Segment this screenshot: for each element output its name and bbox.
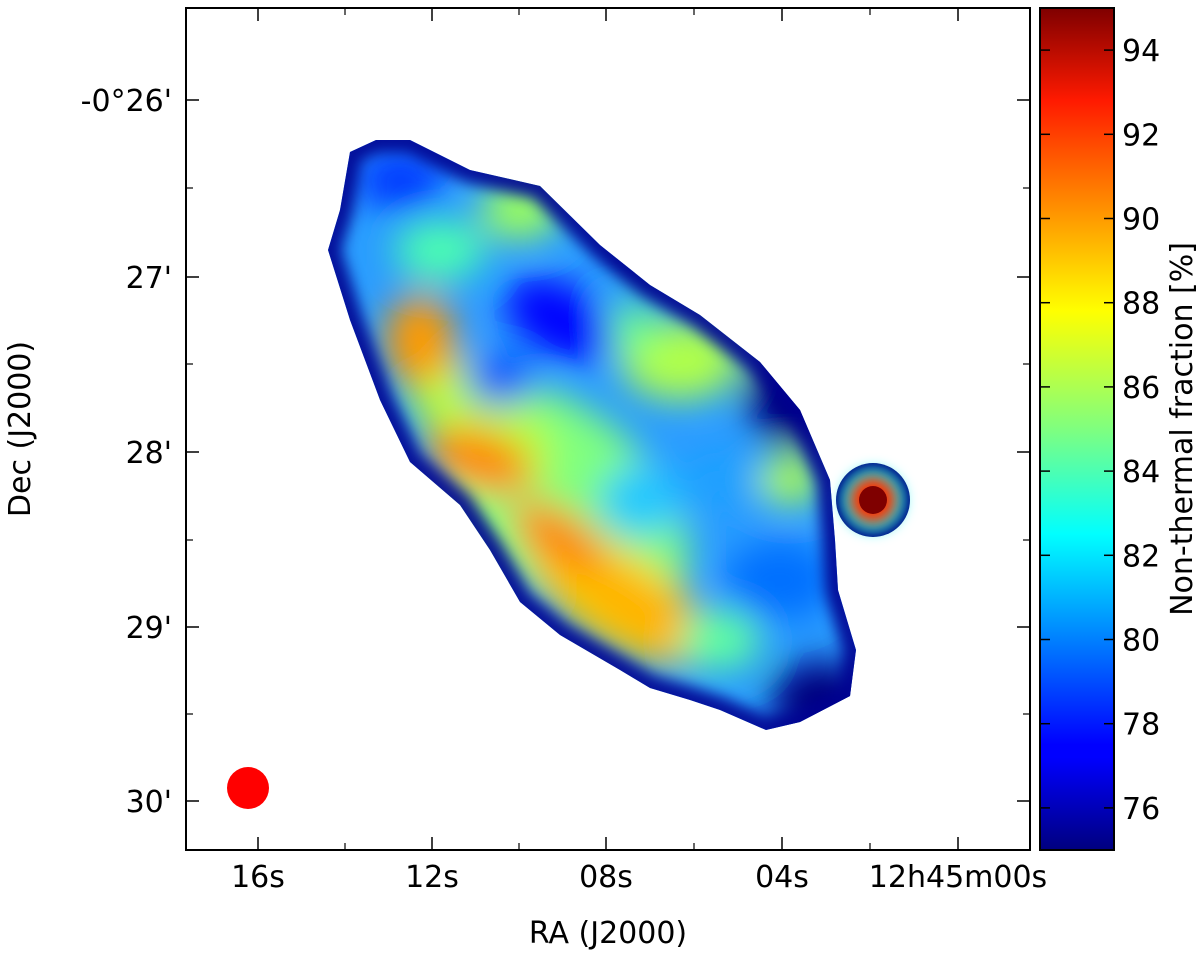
colorbar: 76 78 80 82 84 86 88 90 92 94 Non-thermal fractio…	[1039, 7, 1200, 851]
x-tick-label: 12h45m00s	[869, 860, 1047, 895]
y-tick-label: 30'	[126, 785, 172, 820]
colorbar-tick-label: 82	[1122, 539, 1160, 574]
colorbar-tick-label: 94	[1122, 34, 1160, 69]
y-tick-label: -0°26'	[81, 84, 172, 119]
y-tick-label: 27'	[126, 261, 172, 296]
y-tick-label: 28'	[126, 436, 172, 471]
colorbar-ticks: 76 78 80 82 84 86 88 90 92 94	[1040, 34, 1160, 827]
y-axis-ticks: -0°26' 27' 28' 29' 30'	[81, 84, 1030, 820]
colorbar-tick-label: 88	[1122, 287, 1160, 322]
beam-marker	[227, 767, 269, 809]
colorbar-tick-label: 80	[1122, 624, 1160, 659]
y-axis-label: Dec (J2000)	[3, 341, 38, 517]
heatmap	[227, 140, 910, 809]
x-tick-label: 16s	[231, 860, 285, 895]
colorbar-frame	[1039, 7, 1115, 851]
colorbar-tick-label: 78	[1122, 708, 1160, 743]
colorbar-tick-label: 76	[1122, 792, 1160, 827]
colorbar-tick-label: 84	[1122, 455, 1160, 490]
colorbar-label: Non-thermal fraction [%]	[1165, 242, 1200, 616]
colorbar-tick-label: 86	[1122, 371, 1160, 406]
x-tick-label: 08s	[579, 860, 633, 895]
colorbar-tick-label: 90	[1122, 203, 1160, 238]
x-axis-ticks: 16s 12s 08s 04s 12h45m00s	[231, 8, 1047, 895]
compact-source	[836, 463, 910, 537]
colorbar-gradient	[1040, 8, 1114, 850]
plot-frame	[185, 7, 1031, 851]
colorbar-tick-label: 92	[1122, 118, 1160, 153]
x-tick-label: 04s	[755, 860, 809, 895]
y-tick-label: 29'	[126, 611, 172, 646]
x-axis-label: RA (J2000)	[529, 916, 687, 951]
x-tick-label: 12s	[405, 860, 459, 895]
